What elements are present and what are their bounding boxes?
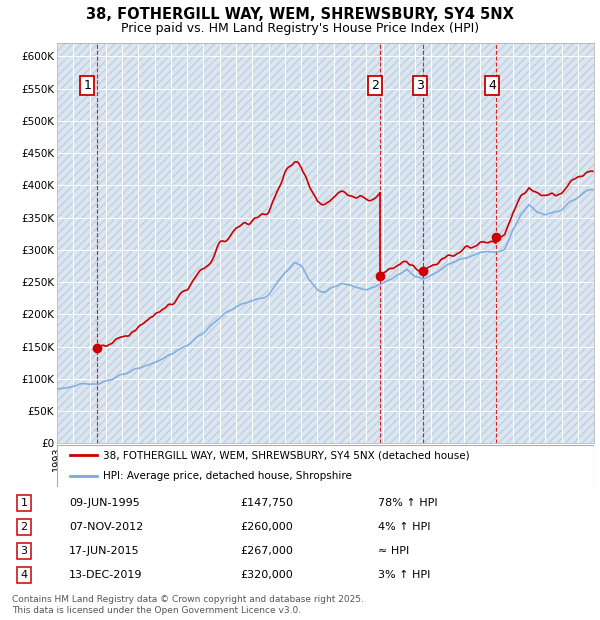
Text: £320,000: £320,000: [240, 570, 293, 580]
Text: 07-NOV-2012: 07-NOV-2012: [69, 522, 143, 532]
Text: £260,000: £260,000: [240, 522, 293, 532]
Text: Contains HM Land Registry data © Crown copyright and database right 2025.
This d: Contains HM Land Registry data © Crown c…: [12, 595, 364, 615]
Text: 4: 4: [488, 79, 496, 92]
Text: Price paid vs. HM Land Registry's House Price Index (HPI): Price paid vs. HM Land Registry's House …: [121, 22, 479, 35]
Text: HPI: Average price, detached house, Shropshire: HPI: Average price, detached house, Shro…: [103, 471, 352, 481]
Text: 2: 2: [371, 79, 379, 92]
Text: 38, FOTHERGILL WAY, WEM, SHREWSBURY, SY4 5NX: 38, FOTHERGILL WAY, WEM, SHREWSBURY, SY4…: [86, 7, 514, 22]
Text: 1: 1: [83, 79, 91, 92]
Text: 09-JUN-1995: 09-JUN-1995: [69, 498, 140, 508]
Text: 38, FOTHERGILL WAY, WEM, SHREWSBURY, SY4 5NX (detached house): 38, FOTHERGILL WAY, WEM, SHREWSBURY, SY4…: [103, 450, 469, 460]
Text: 2: 2: [20, 522, 28, 532]
Text: 13-DEC-2019: 13-DEC-2019: [69, 570, 143, 580]
Text: 17-JUN-2015: 17-JUN-2015: [69, 546, 140, 556]
Text: 1: 1: [20, 498, 28, 508]
Text: 3: 3: [416, 79, 424, 92]
Text: 3: 3: [20, 546, 28, 556]
Text: ≈ HPI: ≈ HPI: [378, 546, 409, 556]
Text: £147,750: £147,750: [240, 498, 293, 508]
Text: 3% ↑ HPI: 3% ↑ HPI: [378, 570, 430, 580]
Text: 78% ↑ HPI: 78% ↑ HPI: [378, 498, 437, 508]
Text: £267,000: £267,000: [240, 546, 293, 556]
Text: 4: 4: [20, 570, 28, 580]
Text: 4% ↑ HPI: 4% ↑ HPI: [378, 522, 431, 532]
